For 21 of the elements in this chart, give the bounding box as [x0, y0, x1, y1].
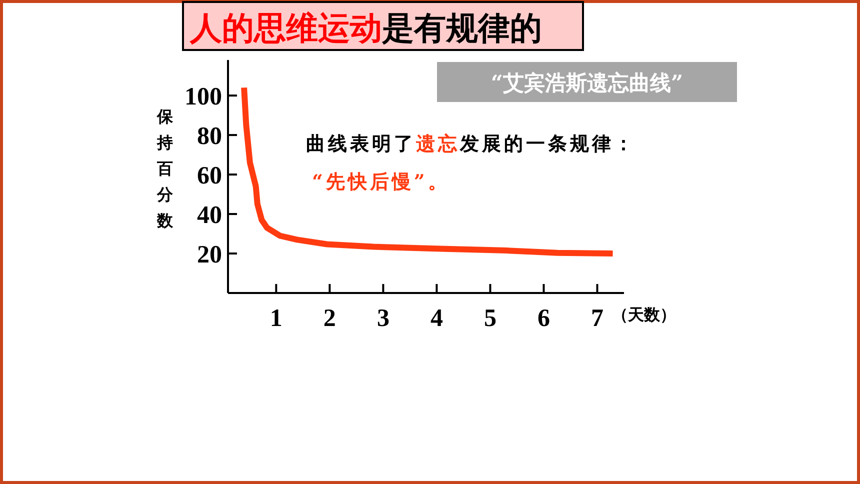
- y-axis-title: 保持百分数: [156, 107, 174, 230]
- x-tick-label: 2: [323, 305, 336, 332]
- annotation: 遗忘: [415, 133, 460, 155]
- chart-title: 人的思维运动: [189, 9, 382, 47]
- x-tick-label: 6: [537, 305, 550, 332]
- y-tick-label: 80: [197, 123, 222, 150]
- annotation: 曲线表明了: [306, 133, 416, 155]
- y-tick-label: 100: [184, 84, 222, 111]
- x-tick-label: 3: [376, 305, 390, 332]
- y-tick-label: 60: [197, 162, 222, 190]
- annotation: “先快后慢”。: [312, 171, 450, 193]
- x-tick-label: 4: [430, 305, 444, 332]
- x-axis-title: （天数）: [612, 305, 676, 324]
- annotation: “艾宾浩斯遗忘曲线”: [490, 70, 684, 95]
- x-tick-label: 1: [270, 305, 282, 332]
- y-tick-label: 20: [197, 242, 222, 269]
- x-tick-label: 7: [590, 305, 604, 332]
- y-tick-label: 40: [197, 202, 222, 230]
- x-tick-label: 5: [484, 305, 496, 332]
- annotation: 发展的一条规律：: [459, 133, 636, 155]
- chart-subtitle: 是有规律的: [381, 9, 542, 47]
